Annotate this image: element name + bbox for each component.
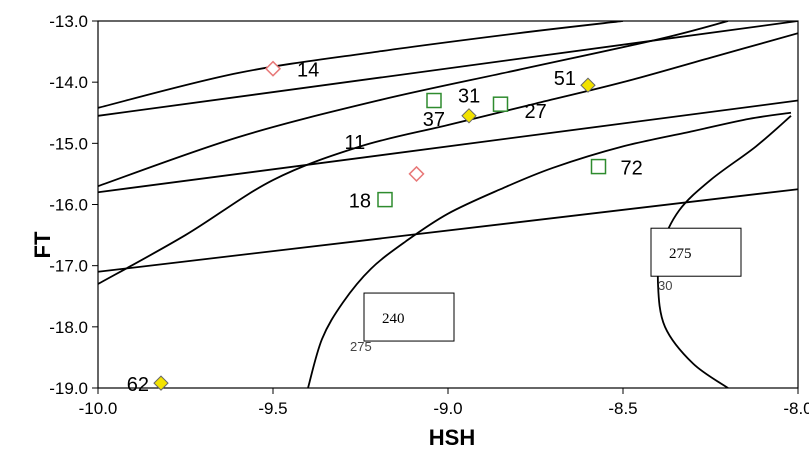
x-tick-label: -8.5 <box>608 399 637 418</box>
y-tick-label: -15.0 <box>49 134 88 153</box>
point-31 <box>426 92 442 109</box>
annotation-box-1 <box>363 292 455 342</box>
x-tick-label: -8.0 <box>783 399 809 418</box>
y-tick-label: -17.0 <box>49 257 88 276</box>
point-label-18: 18 <box>349 191 371 213</box>
point-label-27: 27 <box>525 101 547 123</box>
y-tick-label: -18.0 <box>49 318 88 337</box>
y-tick-label: -16.0 <box>49 196 88 215</box>
straight-line-2 <box>98 188 798 273</box>
point-27 <box>492 96 509 112</box>
point-62 <box>153 375 169 391</box>
contour-curve-0 <box>98 21 624 109</box>
annotation-box-label-1: 240 <box>382 311 405 327</box>
point-11 <box>408 165 425 182</box>
point-label-37: 37 <box>423 109 445 131</box>
x-tick-label: -9.5 <box>258 399 287 418</box>
point-label-14: 14 <box>297 60 319 82</box>
y-tick-label: -13.0 <box>49 12 88 31</box>
x-tick-label: -9.0 <box>433 399 462 418</box>
x-axis-title: HSH <box>429 425 475 450</box>
contour-curve-2 <box>98 32 798 285</box>
contour-curve-1 <box>98 21 729 187</box>
y-axis-title: FT <box>30 231 55 258</box>
contour-value-label: 275 <box>350 339 372 354</box>
y-tick-label: -19.0 <box>49 379 88 398</box>
annotation-box-label-0: 275 <box>669 246 692 262</box>
point-label-11: 11 <box>345 132 366 154</box>
point-18 <box>377 191 393 208</box>
point-label-72: 72 <box>621 158 643 180</box>
straight-line-0 <box>98 21 798 117</box>
x-tick-label: -10.0 <box>79 399 118 418</box>
y-tick-label: -14.0 <box>49 73 88 92</box>
point-37 <box>461 108 477 124</box>
contour-curve-3 <box>307 111 792 388</box>
annotation-box-0 <box>650 227 742 277</box>
straight-line-1 <box>98 99 798 194</box>
point-label-51: 51 <box>554 68 576 90</box>
point-72 <box>590 158 607 175</box>
point-label-62: 62 <box>127 374 149 396</box>
point-label-31: 31 <box>458 86 480 108</box>
point-14 <box>264 60 282 77</box>
contour-value-label: 30 <box>658 278 672 293</box>
point-51 <box>580 77 596 93</box>
